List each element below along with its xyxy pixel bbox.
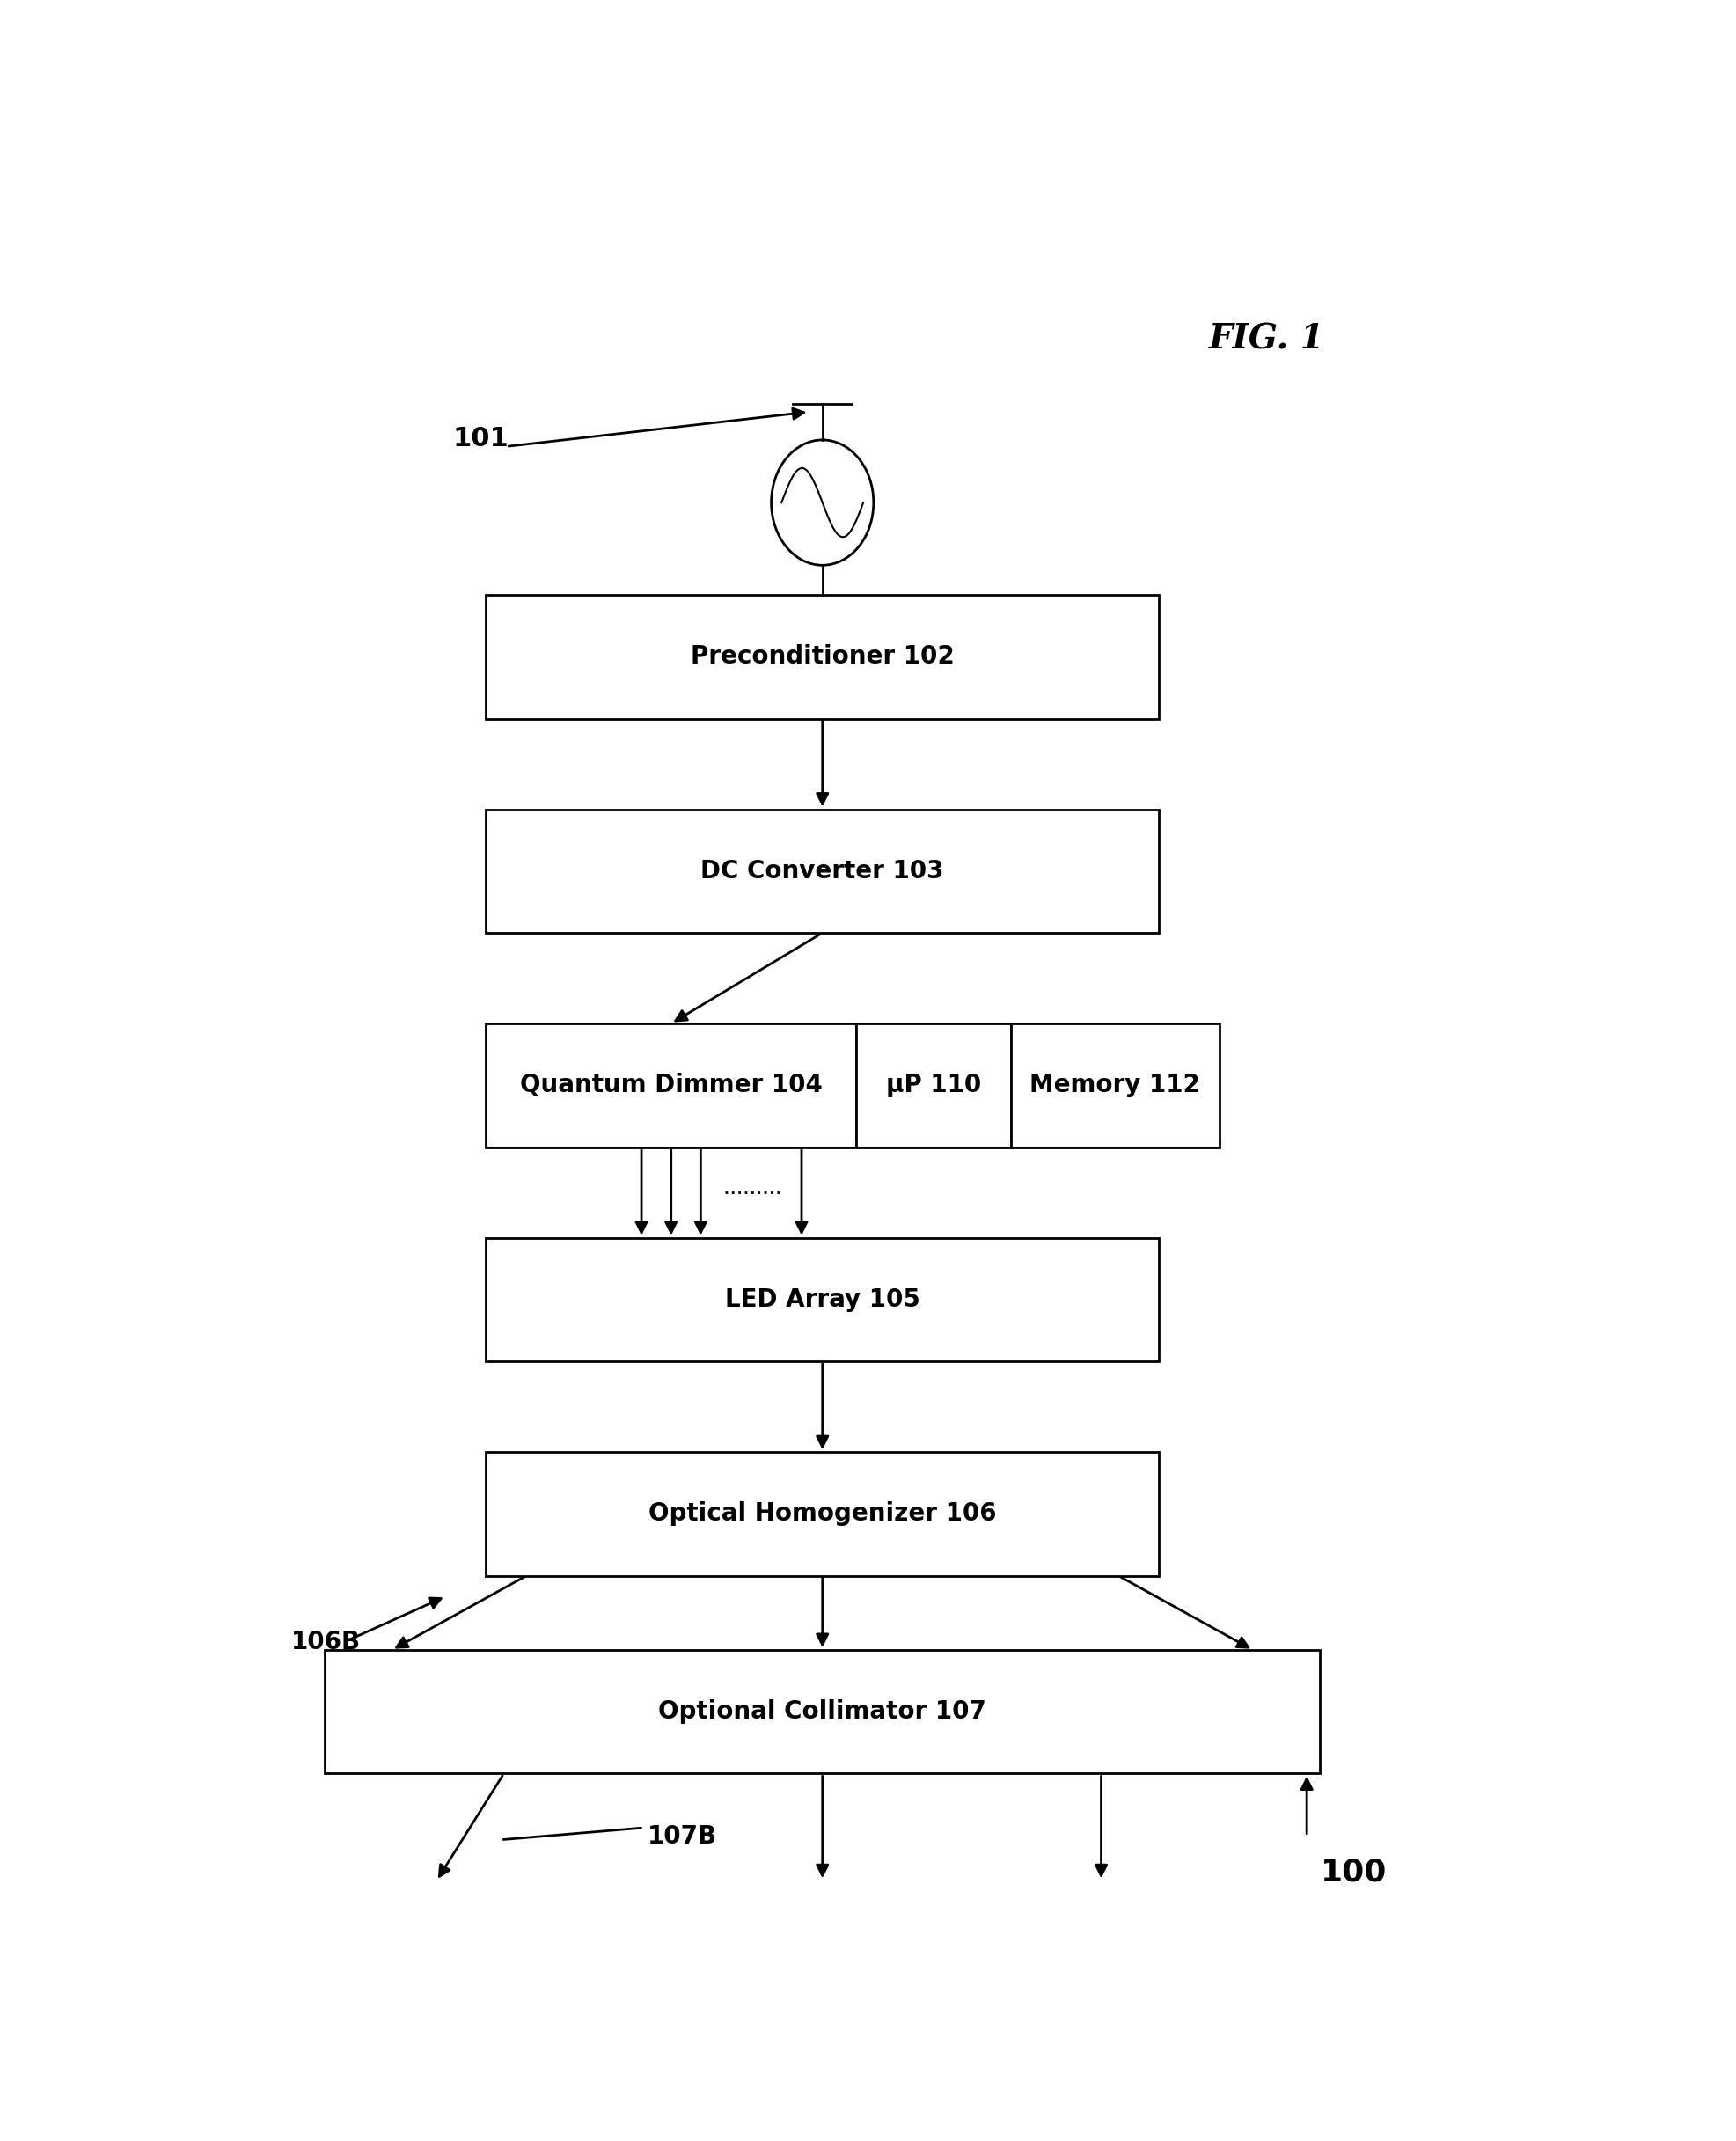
Text: Preconditioner 102: Preconditioner 102 (691, 644, 955, 668)
FancyBboxPatch shape (486, 595, 1160, 719)
FancyBboxPatch shape (325, 1651, 1319, 1773)
Text: FIG. 1: FIG. 1 (1208, 323, 1325, 355)
Text: Optional Collimator 107: Optional Collimator 107 (658, 1700, 986, 1724)
Text: 101: 101 (453, 426, 509, 452)
FancyBboxPatch shape (1010, 1023, 1219, 1148)
Text: 100: 100 (1319, 1858, 1387, 1888)
Text: 107B: 107B (648, 1824, 717, 1848)
Text: μP 110: μP 110 (885, 1073, 981, 1098)
Text: 106B: 106B (292, 1629, 361, 1655)
FancyBboxPatch shape (856, 1023, 1010, 1148)
FancyBboxPatch shape (486, 1023, 856, 1148)
Text: DC Converter 103: DC Converter 103 (701, 859, 944, 884)
Text: Optical Homogenizer 106: Optical Homogenizer 106 (648, 1501, 996, 1527)
Text: Quantum Dimmer 104: Quantum Dimmer 104 (519, 1073, 823, 1098)
Text: LED Array 105: LED Array 105 (726, 1287, 920, 1312)
FancyBboxPatch shape (486, 1452, 1160, 1576)
Text: Memory 112: Memory 112 (1029, 1073, 1200, 1098)
FancyBboxPatch shape (486, 1237, 1160, 1362)
FancyBboxPatch shape (486, 809, 1160, 933)
